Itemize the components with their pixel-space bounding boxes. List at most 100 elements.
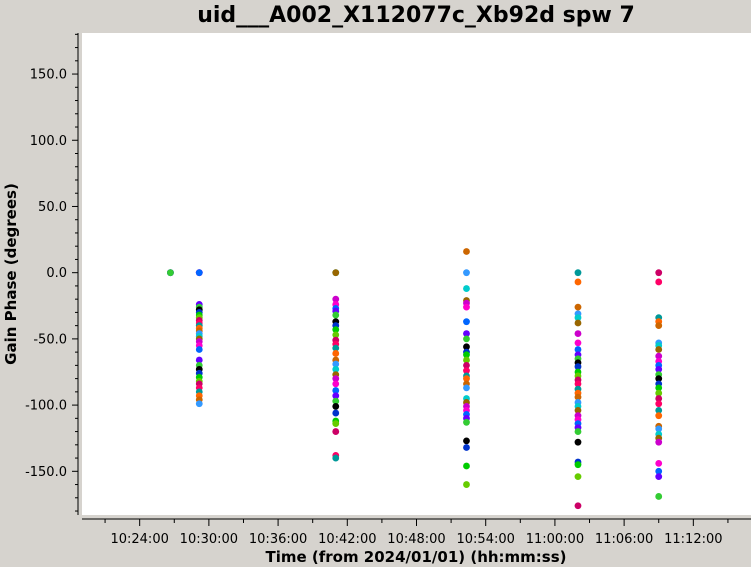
data-point (655, 473, 663, 480)
data-point (655, 269, 663, 277)
data-point (332, 360, 340, 368)
x-tick-label: 10:48:00 (387, 532, 445, 547)
y-tick-label: 50.0 (38, 200, 67, 215)
data-point (332, 387, 340, 394)
y-tick-label: 0.0 (46, 266, 67, 281)
data-point (655, 395, 663, 402)
data-point (574, 438, 582, 446)
data-point (332, 344, 340, 352)
data-point (574, 461, 582, 469)
data-point (574, 269, 582, 277)
data-point (655, 389, 663, 397)
data-point (574, 278, 582, 286)
data-point (463, 462, 470, 470)
data-point (332, 454, 340, 462)
data-point (655, 493, 663, 500)
data-point (463, 351, 470, 359)
data-point (463, 367, 470, 375)
data-point (332, 331, 340, 339)
data-point (655, 322, 663, 330)
data-point (463, 330, 470, 337)
data-point (655, 406, 663, 414)
data-point (463, 384, 470, 392)
data-point (655, 459, 663, 467)
data-point (655, 425, 663, 433)
data-point (195, 269, 203, 277)
data-point (574, 428, 582, 435)
data-point (574, 406, 582, 414)
data-point (655, 346, 663, 353)
data-point (655, 352, 663, 360)
data-point (655, 384, 663, 392)
x-tick-label: 10:42:00 (318, 532, 376, 547)
data-point (332, 295, 340, 303)
data-points (167, 248, 663, 510)
data-point (574, 339, 582, 347)
data-point (332, 350, 340, 357)
plot-area (82, 33, 751, 515)
data-point (463, 269, 470, 277)
x-tick-label: 10:24:00 (110, 532, 168, 547)
data-point (463, 418, 470, 426)
data-point (655, 400, 663, 408)
data-point (463, 335, 470, 343)
x-tick-label: 10:36:00 (249, 532, 307, 547)
data-point (332, 269, 340, 277)
x-tick-label: 11:12:00 (664, 532, 722, 547)
data-point (574, 393, 582, 401)
x-tick-label: 10:54:00 (457, 532, 515, 547)
data-point (463, 343, 470, 351)
data-point (463, 444, 470, 451)
data-point (463, 318, 470, 326)
y-tick-label: 100.0 (30, 134, 67, 149)
data-point (574, 314, 582, 322)
data-point (332, 409, 340, 417)
data-point (332, 311, 340, 319)
data-point (574, 473, 582, 480)
y-tick-label: -100.0 (25, 399, 67, 414)
data-point (655, 467, 663, 475)
data-point (574, 330, 582, 337)
y-tick-label: -50.0 (33, 332, 67, 347)
data-point (655, 438, 663, 446)
data-point (332, 397, 340, 405)
data-point (463, 356, 470, 364)
data-point (332, 380, 340, 388)
x-tick-label: 10:30:00 (180, 532, 238, 547)
chart-title: uid___A002_X112077c_Xb92d spw 7 (197, 3, 635, 28)
data-point (463, 248, 470, 255)
data-point (463, 375, 470, 383)
data-point (574, 303, 582, 311)
data-point (463, 303, 470, 311)
y-axis-label: Gain Phase (degrees) (2, 183, 20, 365)
data-point (463, 361, 470, 369)
data-point (332, 420, 340, 428)
data-point (655, 412, 663, 420)
data-point (332, 403, 340, 410)
x-tick-label: 11:06:00 (595, 532, 653, 547)
x-tick-label: 11:00:00 (526, 532, 584, 547)
data-point (195, 400, 203, 408)
data-point (195, 346, 203, 353)
data-point (463, 437, 470, 445)
data-point (195, 356, 203, 364)
y-tick-label: 150.0 (30, 68, 67, 83)
data-point (574, 380, 582, 388)
data-point (332, 392, 340, 400)
data-point (332, 365, 340, 373)
data-point (655, 365, 663, 373)
data-point (332, 326, 340, 334)
data-point (574, 319, 582, 327)
x-axis: 10:24:00 10:30:00 10:36:00 10:42:00 10:48:00… (82, 518, 751, 547)
data-point (574, 363, 582, 371)
data-point (574, 502, 582, 510)
data-point (463, 481, 470, 488)
data-point (655, 375, 663, 383)
data-point (463, 285, 470, 292)
y-axis: 150.0 100.0 50.0 0.0 -50.0 -100.0 -150.0 (25, 33, 79, 515)
y-tick-label: -150.0 (25, 465, 67, 480)
data-point (332, 375, 340, 383)
data-point (332, 428, 340, 435)
data-point (574, 346, 582, 353)
